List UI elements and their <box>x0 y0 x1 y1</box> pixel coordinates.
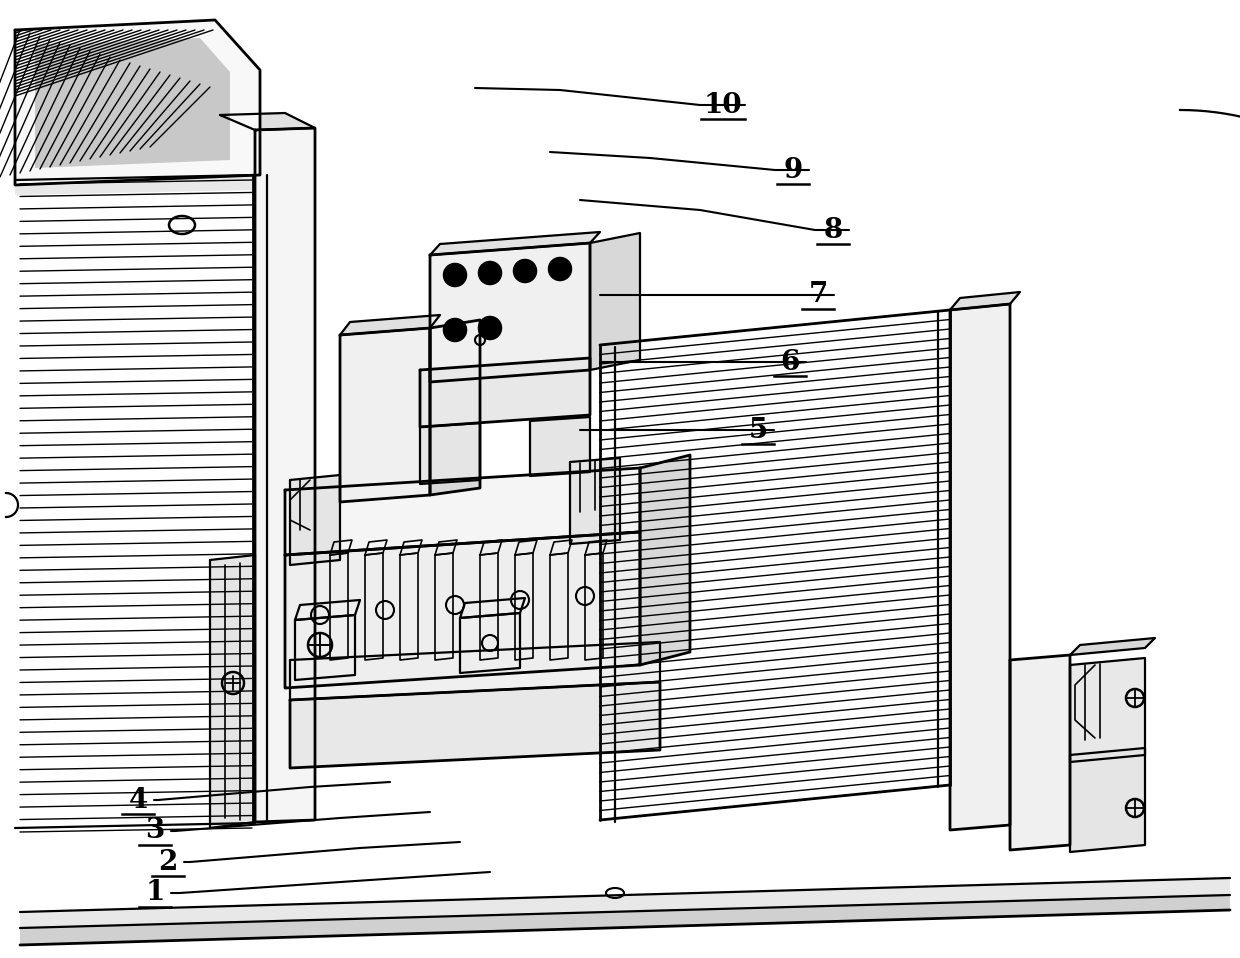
Polygon shape <box>420 423 480 484</box>
Polygon shape <box>551 540 572 555</box>
Circle shape <box>444 264 466 286</box>
Polygon shape <box>340 328 430 502</box>
Polygon shape <box>515 553 533 660</box>
Polygon shape <box>290 642 660 700</box>
Polygon shape <box>20 895 1230 945</box>
Text: 8: 8 <box>823 217 843 243</box>
Polygon shape <box>1011 655 1070 850</box>
Polygon shape <box>430 243 590 382</box>
Polygon shape <box>1070 658 1145 762</box>
Polygon shape <box>255 128 315 822</box>
Polygon shape <box>430 320 480 495</box>
Circle shape <box>479 317 501 339</box>
Circle shape <box>549 258 570 280</box>
Circle shape <box>515 260 536 282</box>
Polygon shape <box>585 540 608 555</box>
Polygon shape <box>365 540 387 555</box>
Polygon shape <box>480 540 502 555</box>
Text: 9: 9 <box>784 156 802 184</box>
Polygon shape <box>640 455 689 665</box>
Polygon shape <box>460 613 520 673</box>
Polygon shape <box>480 553 498 660</box>
Polygon shape <box>585 553 603 660</box>
Polygon shape <box>15 20 260 185</box>
Polygon shape <box>330 540 352 555</box>
Text: 7: 7 <box>808 282 827 308</box>
Text: 6: 6 <box>780 349 800 376</box>
Polygon shape <box>590 233 640 370</box>
Polygon shape <box>529 417 590 476</box>
Polygon shape <box>340 315 440 335</box>
Polygon shape <box>460 598 525 618</box>
Polygon shape <box>950 292 1021 310</box>
Text: 3: 3 <box>145 817 165 845</box>
Polygon shape <box>295 600 360 620</box>
Polygon shape <box>1070 748 1145 852</box>
Polygon shape <box>401 540 422 555</box>
Polygon shape <box>295 615 355 680</box>
Polygon shape <box>950 304 1011 830</box>
Polygon shape <box>219 113 315 130</box>
Polygon shape <box>210 555 255 828</box>
Text: 5: 5 <box>749 417 768 444</box>
Polygon shape <box>1070 638 1154 655</box>
Text: 1: 1 <box>145 879 165 906</box>
Polygon shape <box>435 553 453 660</box>
Text: 10: 10 <box>703 92 743 119</box>
Polygon shape <box>290 475 340 565</box>
Text: 4: 4 <box>129 787 148 813</box>
Polygon shape <box>285 532 640 688</box>
Polygon shape <box>20 878 1230 945</box>
Polygon shape <box>330 553 348 660</box>
Polygon shape <box>430 232 600 255</box>
Polygon shape <box>515 540 537 555</box>
Polygon shape <box>551 553 568 660</box>
Polygon shape <box>365 553 383 660</box>
Polygon shape <box>570 458 620 544</box>
Polygon shape <box>35 38 229 168</box>
Circle shape <box>444 319 466 341</box>
Polygon shape <box>290 682 660 768</box>
Circle shape <box>479 262 501 284</box>
Polygon shape <box>15 175 255 195</box>
Polygon shape <box>435 540 458 555</box>
Polygon shape <box>420 358 590 427</box>
Polygon shape <box>285 468 640 555</box>
Text: 2: 2 <box>159 849 177 876</box>
Polygon shape <box>401 553 418 660</box>
